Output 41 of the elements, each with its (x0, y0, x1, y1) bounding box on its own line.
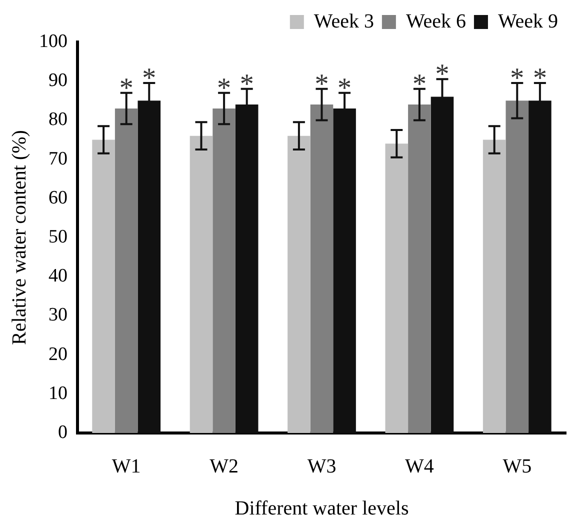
y-tick-label: 10 (48, 382, 68, 404)
y-tick-label: 0 (58, 422, 68, 443)
bar (482, 140, 506, 433)
bar (114, 108, 138, 433)
x-tick-label: W5 (502, 455, 532, 478)
data-label: * (314, 68, 329, 100)
y-tick-label: 70 (48, 148, 68, 170)
data-label: * (435, 59, 450, 90)
x-tick-label: W1 (112, 455, 141, 478)
y-tick-label: 30 (48, 304, 68, 326)
x-axis-title: Different water levels (234, 497, 409, 520)
data-label: * (532, 63, 547, 94)
y-tick-label: 80 (48, 109, 68, 130)
legend-label: Week 6 (406, 10, 466, 32)
y-axis-title: Relative water content (%) (8, 130, 30, 345)
y-tick-label: 100 (39, 30, 68, 52)
x-tick-label: W3 (307, 455, 336, 478)
bar (92, 140, 115, 433)
bar (408, 104, 431, 433)
data-label: * (412, 68, 426, 100)
y-tick-label: 60 (48, 187, 68, 208)
y-tick-label: 20 (48, 344, 68, 365)
data-label: * (338, 72, 352, 104)
legend-label: Week 3 (314, 10, 374, 32)
x-tick-label: W4 (405, 455, 434, 478)
x-tick-label: W2 (210, 455, 238, 478)
data-label: * (510, 63, 524, 94)
data-label: * (240, 68, 254, 100)
bar (190, 136, 213, 433)
y-tick-label: 50 (48, 226, 68, 248)
bar (212, 108, 236, 433)
legend-label: Week 9 (498, 10, 558, 32)
bar (385, 144, 408, 433)
data-label: * (119, 72, 134, 104)
y-tick-label: 90 (48, 70, 68, 92)
data-label: * (142, 63, 156, 94)
bar (506, 100, 529, 433)
bar (288, 136, 310, 433)
bar (310, 104, 334, 433)
y-tick-label: 40 (48, 266, 68, 287)
data-label: * (217, 72, 232, 104)
